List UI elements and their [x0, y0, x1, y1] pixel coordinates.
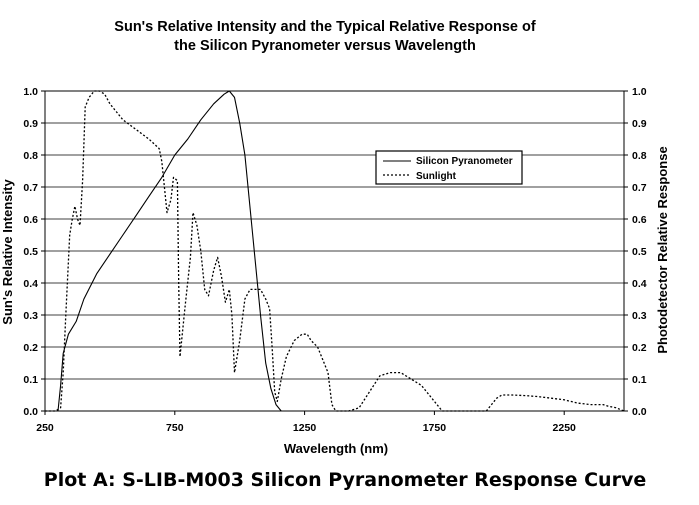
series-layer	[45, 90, 625, 412]
y-tick-label-right: 0.3	[632, 310, 647, 322]
y-tick-label-left: 0.7	[23, 182, 38, 194]
y-tick-label-right: 0.4	[632, 278, 647, 290]
grid-lines	[45, 122, 624, 380]
y-axis-left-label: Sun's Relative Intensity	[0, 179, 15, 325]
y-axis-right: 0.0 0.1 0.2 0.3 0.4 0.5 0.6 0.7 0.8 0.9 1.0	[624, 86, 647, 418]
x-axis-label: Wavelength (nm)	[284, 441, 388, 456]
y-axis-left: 0.0 0.1 0.2 0.3 0.4 0.5 0.6 0.7 0.8 0.9 1.0	[23, 86, 45, 418]
x-tick-label: 1250	[293, 422, 317, 434]
y-tick-label-left: 0.2	[23, 342, 38, 354]
x-tick-label: 2250	[553, 422, 577, 434]
y-tick-label-right: 0.1	[632, 374, 647, 386]
figure-caption: Plot A: S-LIB-M003 Silicon Pyranometer R…	[43, 469, 647, 491]
y-tick-label-right: 0.9	[632, 118, 647, 130]
x-tick-label: 250	[36, 422, 54, 434]
y-tick-label-left: 0.8	[23, 150, 38, 162]
y-tick-label-left: 0.3	[23, 310, 38, 322]
x-axis: 250 750 1250 1750 2250	[36, 411, 576, 434]
legend-box	[375, 150, 523, 185]
legend: Silicon Pyranometer Sunlight	[375, 150, 523, 185]
chart-title-line-1: Sun's Relative Intensity and the Typical…	[114, 19, 536, 35]
series-line-silicon-pyranometer	[57, 90, 282, 412]
y-tick-label-left: 0.4	[23, 278, 38, 290]
y-tick-label-left: 1.0	[23, 86, 38, 98]
y-tick-label-left: 0.0	[23, 406, 38, 418]
series-line-sunlight	[45, 90, 625, 412]
y-tick-label-right: 1.0	[632, 86, 647, 98]
x-tick-label: 750	[166, 422, 184, 434]
y-tick-label-left: 0.6	[23, 214, 38, 226]
legend-label-silicon: Silicon Pyranometer	[416, 156, 513, 167]
y-tick-label-left: 0.1	[23, 374, 38, 386]
y-axis-right-label: Photodetector Relative Response	[655, 146, 670, 353]
y-tick-label-left: 0.9	[23, 118, 38, 130]
x-tick-label: 1750	[423, 422, 447, 434]
y-tick-label-right: 0.0	[632, 406, 647, 418]
chart-title: Sun's Relative Intensity and the Typical…	[0, 18, 650, 56]
y-tick-label-right: 0.6	[632, 214, 647, 226]
y-tick-label-right: 0.5	[632, 246, 647, 258]
y-tick-label-right: 0.2	[632, 342, 647, 354]
chart-title-line-2: the Silicon Pyranometer versus Wavelengt…	[174, 38, 476, 54]
y-tick-label-right: 0.8	[632, 150, 647, 162]
y-tick-label-right: 0.7	[632, 182, 647, 194]
legend-label-sunlight: Sunlight	[416, 171, 457, 182]
y-tick-label-left: 0.5	[23, 246, 38, 258]
